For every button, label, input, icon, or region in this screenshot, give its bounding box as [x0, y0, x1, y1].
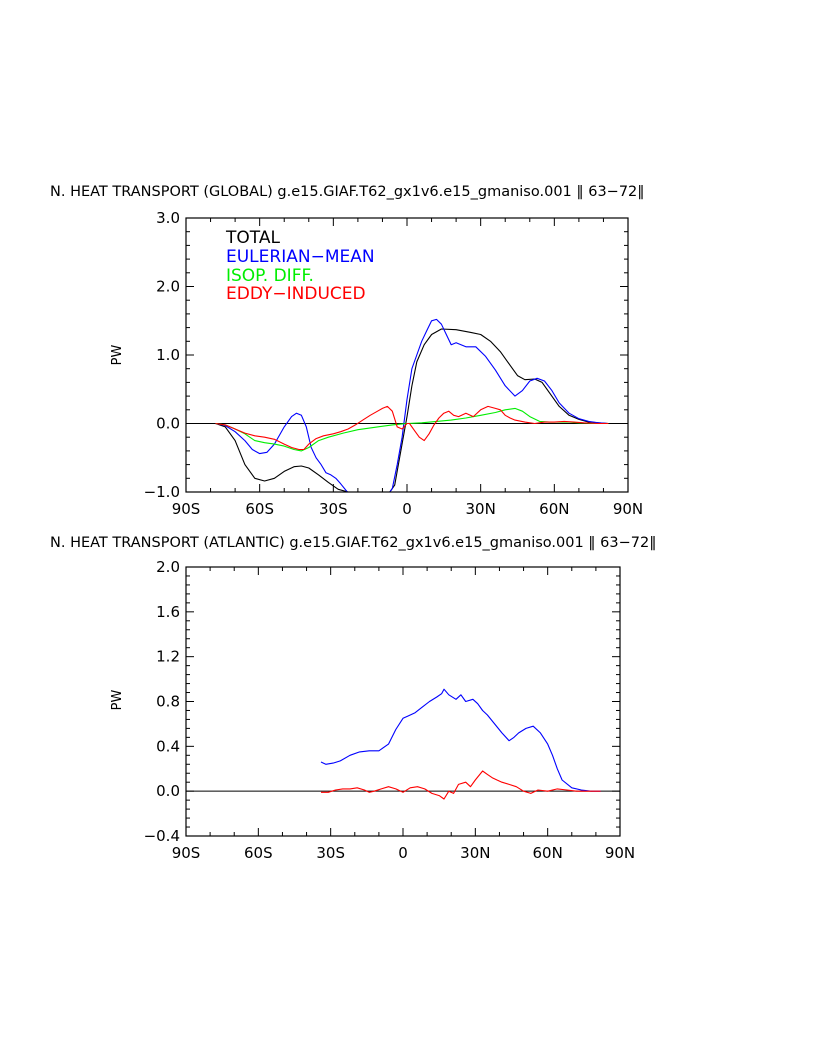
atlantic-x-tick-label: 60N [533, 844, 563, 862]
global-legend: TOTAL EULERIAN−MEAN ISOP. DIFF. EDDY−IND… [225, 228, 375, 304]
atlantic-x-tick-label: 0 [398, 844, 408, 862]
atlantic-x-tick-label: 90S [172, 844, 201, 862]
global-x-tick-label: 60N [539, 500, 569, 518]
global-line-isop-diff [215, 407, 609, 452]
legend-eulerian-mean: EULERIAN−MEAN [226, 247, 375, 267]
global-x-tick-label: 30N [466, 500, 496, 518]
legend-isop-diff: ISOP. DIFF. [226, 266, 314, 286]
atlantic-line-series-1 [321, 770, 601, 800]
atlantic-x-tick-label: 90N [605, 844, 635, 862]
atlantic-x-tick-label: 30N [460, 844, 490, 862]
global-panel: N. HEAT TRANSPORT (GLOBAL) g.e15.GIAF.T6… [50, 184, 645, 518]
global-x-tick-label: 30S [319, 500, 348, 518]
legend-total: TOTAL [225, 228, 280, 248]
atlantic-plot-frame [185, 566, 621, 837]
legend-eddy-induced: EDDY−INDUCED [226, 284, 366, 304]
global-x-tick-label: 60S [245, 500, 274, 518]
atlantic-y-tick-label: 1.2 [156, 648, 180, 666]
atlantic-y-tick-label: 0.0 [156, 782, 180, 800]
global-ylabel: PW [110, 345, 125, 366]
atlantic-y-tick-label: 0.4 [156, 737, 180, 755]
atlantic-ylabel: PW [110, 690, 125, 711]
global-y-tick-label: 0.0 [156, 415, 180, 433]
global-y-tick-label: 3.0 [156, 209, 180, 227]
atlantic-title: N. HEAT TRANSPORT (ATLANTIC) g.e15.GIAF.… [50, 535, 656, 551]
global-y-tick-label: −1.0 [144, 483, 180, 501]
atlantic-x-tick-label: 30S [316, 844, 345, 862]
global-title: N. HEAT TRANSPORT (GLOBAL) g.e15.GIAF.T6… [50, 184, 645, 200]
global-y-tick-label: 2.0 [156, 278, 180, 296]
atlantic-y-tick-label: 2.0 [156, 558, 180, 576]
atlantic-y-tick-label: 1.6 [156, 603, 180, 621]
atlantic-panel: N. HEAT TRANSPORT (ATLANTIC) g.e15.GIAF.… [50, 535, 656, 862]
global-line-eulerian-mean [215, 318, 609, 492]
global-line-total [215, 328, 609, 492]
global-x-tick-label: 90S [172, 500, 201, 518]
global-x-tick-label: 90N [613, 500, 643, 518]
atlantic-y-tick-label: 0.8 [156, 693, 180, 711]
global-x-tick-label: 0 [402, 500, 412, 518]
global-line-eddy-induced [215, 405, 609, 451]
atlantic-x-tick-label: 60S [244, 844, 273, 862]
atlantic-line-series-0 [320, 688, 601, 792]
atlantic-y-tick-label: −0.4 [144, 827, 180, 845]
global-y-tick-label: 1.0 [156, 346, 180, 364]
